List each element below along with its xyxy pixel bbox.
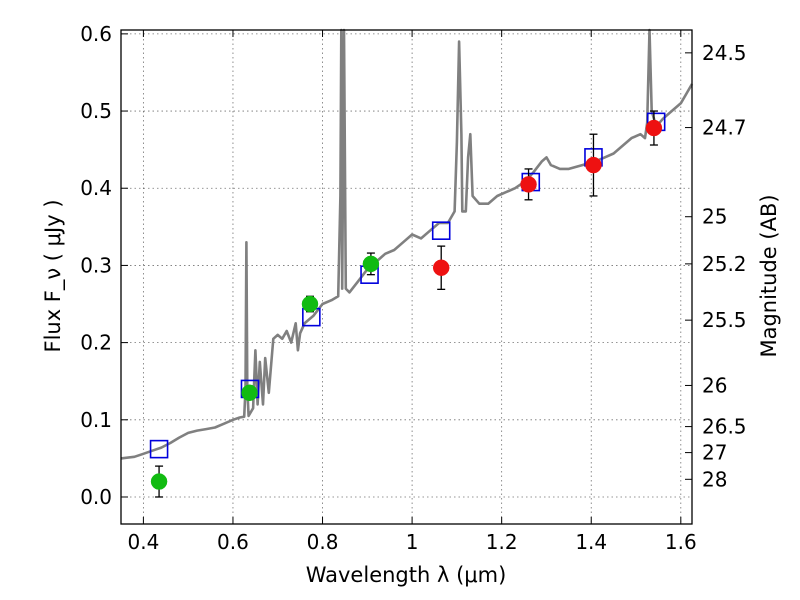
x-tick-label: 1 <box>406 530 419 554</box>
y-tick-label: 0.1 <box>80 408 112 432</box>
spectrum-line <box>120 28 694 460</box>
right-tick-label: 26.5 <box>702 415 747 439</box>
plot-frame <box>120 29 693 525</box>
y-tick-label: 0.2 <box>80 331 112 355</box>
right-axis-label: Magnitude (AB) <box>757 194 781 357</box>
x-tick-label: 0.6 <box>217 530 249 554</box>
right-tick-label: 26 <box>702 373 727 397</box>
model-square-marker <box>431 221 451 240</box>
right-tick-label: 24.5 <box>702 41 747 65</box>
y-tick-label: 0.4 <box>80 176 112 200</box>
data-point-marker <box>150 473 168 490</box>
y-tick-label: 0.3 <box>80 253 112 277</box>
x-axis-label: Wavelength λ (μm) <box>306 563 507 587</box>
y-tick-label: 0.0 <box>80 485 112 509</box>
right-tick-label: 25.2 <box>702 252 747 276</box>
y-tick-label: 0.5 <box>80 99 112 123</box>
data-point-marker <box>241 384 258 402</box>
data-point-marker <box>585 156 602 174</box>
x-tick-label: 0.8 <box>307 530 339 554</box>
data-point-marker <box>362 255 380 273</box>
spectrum-series <box>120 28 694 460</box>
data-point-marker <box>432 259 450 276</box>
grid-lines <box>121 30 692 524</box>
data-point-marker <box>520 176 537 193</box>
data-point-marker <box>301 295 319 313</box>
x-tick-label: 1.4 <box>575 530 607 554</box>
data-point-marker <box>645 119 663 137</box>
right-tick-label: 24.7 <box>702 116 747 140</box>
observed-photometry-series <box>150 110 663 498</box>
right-tick-label: 28 <box>702 467 727 491</box>
x-tick-label: 1.6 <box>665 530 697 554</box>
y-axis-label: Flux F_ν ( μJy ) <box>41 199 66 352</box>
axis-ticks: 0.4 0.6 0.8 1 1.2 1.4 1.6 0.0 0.1 0.2 0.3 0.4 0.5 0.6… <box>80 22 746 554</box>
x-tick-label: 1.2 <box>486 530 518 554</box>
right-tick-label: 25.5 <box>702 308 747 332</box>
model-square-marker <box>149 439 169 459</box>
right-tick-label: 25 <box>702 205 727 229</box>
right-tick-label: 27 <box>702 441 727 465</box>
y-tick-label: 0.6 <box>80 22 112 46</box>
x-tick-label: 0.4 <box>127 530 159 554</box>
